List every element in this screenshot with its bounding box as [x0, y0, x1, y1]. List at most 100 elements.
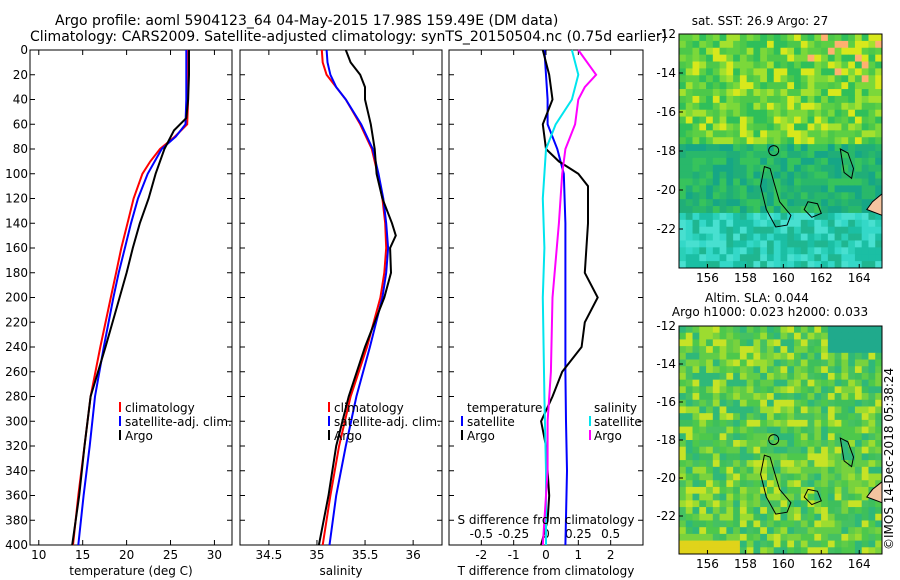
heatmap-cell — [800, 254, 808, 262]
heatmap-cell — [685, 366, 693, 374]
heatmap-cell — [807, 130, 815, 138]
heatmap-cell — [807, 540, 815, 548]
heatmap-cell — [760, 332, 768, 340]
heatmap-cell — [719, 75, 727, 83]
coastline — [839, 437, 855, 468]
heatmap-cell — [814, 547, 822, 555]
heatmap-cell — [773, 453, 781, 461]
heatmap-cell — [773, 171, 781, 179]
heatmap-cell — [706, 247, 714, 255]
heatmap-cell — [679, 130, 687, 138]
heatmap-cell — [739, 533, 748, 541]
heatmap-cell — [848, 247, 856, 255]
heatmap-cell — [726, 68, 734, 76]
heatmap-cell — [787, 547, 795, 555]
heatmap-cell — [814, 500, 822, 508]
heatmap-cell — [753, 393, 761, 401]
heatmap-cell — [861, 520, 869, 528]
heatmap-cell — [726, 547, 734, 555]
heatmap-cell — [712, 226, 720, 234]
series-line-satellite-adj-clim- — [325, 49, 390, 546]
heatmap-cell — [685, 527, 693, 535]
heatmap-cell — [699, 453, 707, 461]
heatmap-cell — [807, 95, 815, 104]
heatmap-cell — [854, 486, 863, 495]
heatmap-cell — [773, 533, 781, 541]
heatmap-cell — [861, 261, 869, 269]
heatmap-cell — [679, 379, 687, 387]
heatmap-cell — [787, 254, 795, 262]
heatmap-cell — [875, 527, 883, 535]
heatmap-cell — [800, 486, 808, 495]
heatmap-cell — [841, 34, 849, 42]
heatmap-cell — [773, 199, 781, 207]
heatmap-cell — [868, 40, 876, 49]
coastline — [839, 148, 855, 180]
temperature-series — [71, 50, 190, 546]
heatmap-cell — [794, 178, 802, 186]
heatmap-cell — [692, 466, 700, 474]
heatmap-cell — [726, 533, 734, 541]
heatmap-cell — [685, 226, 693, 234]
heatmap-cell — [733, 144, 741, 152]
heatmap-cell — [780, 247, 788, 255]
heatmap-cell — [780, 366, 788, 374]
heatmap-cell — [848, 453, 856, 461]
heatmap-cell — [827, 47, 836, 56]
heatmap-cell — [726, 446, 734, 454]
heatmap-cell — [766, 486, 775, 495]
heatmap-cell — [834, 332, 842, 340]
heatmap-cell — [739, 116, 748, 124]
heatmap-cell — [712, 426, 720, 434]
heatmap-cell — [773, 68, 781, 76]
heatmap-cell — [787, 399, 795, 407]
heatmap-cell — [814, 102, 822, 111]
heatmap-cell — [753, 440, 761, 448]
heatmap-cell — [706, 540, 714, 548]
heatmap-cell — [861, 82, 869, 90]
heatmap-cell — [726, 40, 734, 49]
heatmap-cell — [733, 89, 741, 97]
heatmap-cell — [712, 178, 720, 186]
temperature-legend: climatology satellite-adj. clim. Argo — [119, 401, 232, 443]
heatmap-cell — [807, 34, 815, 42]
heatmap-cell — [841, 352, 849, 360]
sla-map-title-line2: Argo h1000: 0.023 h2000: 0.033 — [672, 305, 868, 319]
heatmap-cell — [679, 533, 687, 541]
heatmap-cell — [692, 261, 700, 269]
heatmap-cell — [726, 89, 734, 97]
heatmap-cell — [800, 151, 808, 159]
heatmap-cell — [868, 500, 876, 508]
heatmap-cell — [733, 399, 741, 407]
heatmap-cell — [760, 192, 768, 200]
heatmap-cell — [800, 75, 808, 83]
heatmap-cell — [726, 192, 734, 200]
heatmap-cell — [787, 372, 795, 381]
heatmap-cell — [861, 359, 869, 367]
heatmap-cell — [766, 513, 775, 521]
heatmap-cell — [875, 89, 883, 97]
heatmap-cell — [814, 533, 822, 541]
heatmap-cell — [787, 89, 795, 97]
heatmap-cell — [780, 123, 788, 131]
heatmap-cell — [760, 82, 768, 90]
heatmap-cell — [787, 240, 795, 248]
heatmap-cell — [760, 366, 768, 374]
heatmap-cell — [733, 75, 741, 83]
heatmap-cell — [719, 500, 727, 508]
heatmap-cell — [875, 157, 883, 166]
heatmap-cell — [787, 413, 795, 421]
heatmap-cell — [706, 346, 714, 354]
heatmap-cell — [848, 185, 856, 193]
heatmap-cell — [787, 486, 795, 495]
heatmap-cell — [821, 547, 829, 555]
heatmap-cell — [766, 419, 775, 427]
heatmap-cell — [753, 326, 761, 334]
heatmap-cell — [679, 493, 687, 501]
heatmap-cell — [712, 326, 720, 334]
heatmap-cell — [848, 346, 856, 354]
heatmap-cell — [719, 359, 727, 367]
heatmap-cell — [733, 426, 741, 434]
y-tick-label: 260 — [5, 365, 28, 379]
heatmap-cell — [733, 513, 741, 521]
